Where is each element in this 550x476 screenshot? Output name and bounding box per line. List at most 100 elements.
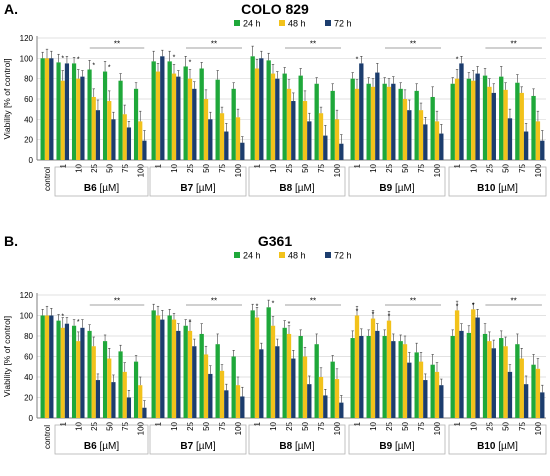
- y-axis-label: Viability [% of control]: [2, 316, 12, 397]
- legend-label: 24 h: [243, 251, 261, 261]
- x-tick-label: control: [43, 167, 52, 191]
- bar: [503, 346, 508, 418]
- bar: [366, 336, 371, 418]
- bar: [298, 336, 303, 418]
- y-tick-label: 40: [24, 115, 33, 124]
- x-tick-label: 25: [186, 163, 195, 172]
- bar: [414, 352, 419, 418]
- star-mark: *: [61, 55, 64, 62]
- x-tick-label: 1: [353, 163, 362, 168]
- bar: [151, 61, 156, 160]
- bar: [56, 320, 61, 419]
- star-mark: *: [173, 54, 176, 61]
- group-unit: [µM]: [292, 441, 315, 452]
- legend-label: 72 h: [334, 251, 352, 261]
- x-tick-label: 100: [333, 163, 342, 177]
- bar: [366, 83, 371, 160]
- bar: [386, 86, 392, 160]
- significance-label: **: [114, 297, 120, 306]
- bar: [298, 75, 303, 160]
- x-tick-label: 75: [121, 163, 130, 172]
- x-tick-label: 10: [269, 163, 278, 172]
- star-mark: *: [189, 59, 192, 66]
- x-tick-label: 1: [253, 421, 262, 426]
- bar: [138, 385, 143, 418]
- bar: [215, 344, 220, 418]
- y-tick-label: 40: [24, 373, 33, 382]
- bar: [118, 80, 123, 160]
- bar: [122, 371, 127, 419]
- bar: [176, 76, 181, 160]
- bar: [199, 333, 204, 418]
- group-box: [348, 424, 446, 455]
- group-label: B10 [µM]: [477, 441, 518, 452]
- bar: [250, 56, 255, 160]
- bar: [102, 341, 108, 419]
- bar: [224, 131, 229, 160]
- x-tick-label: control: [43, 425, 52, 449]
- legend-label: 48 h: [288, 251, 306, 261]
- x-tick-label: 75: [121, 421, 130, 430]
- bar: [160, 319, 165, 418]
- bar: [231, 88, 236, 160]
- group-box: [448, 424, 547, 455]
- bar: [176, 330, 181, 419]
- group-label: B10 [µM]: [477, 183, 518, 194]
- bar: [167, 61, 172, 160]
- bar: [459, 63, 464, 160]
- bar: [224, 390, 229, 418]
- bar: [487, 86, 492, 160]
- bar: [208, 373, 213, 418]
- group-name: B9: [379, 183, 392, 194]
- group-name: B9: [379, 441, 392, 452]
- bar: [471, 80, 476, 160]
- group-unit: [µM]: [97, 183, 120, 194]
- group-label: B9 [µM]: [379, 441, 414, 452]
- bar: [519, 358, 524, 418]
- bar: [507, 118, 513, 160]
- group-box: [54, 166, 149, 197]
- x-tick-label: 50: [301, 163, 310, 172]
- significance-label: **: [114, 40, 120, 49]
- star-mark: *: [92, 63, 95, 70]
- y-tick-label: 60: [24, 95, 33, 104]
- bar: [282, 327, 287, 418]
- y-axis-label: Viability [% of control]: [2, 58, 12, 139]
- bar: [330, 90, 335, 160]
- y-tick-label: 80: [24, 75, 33, 84]
- bar: [151, 310, 156, 419]
- group-unit: [µM]: [292, 183, 315, 194]
- bar: [187, 78, 193, 160]
- legend-label: 72 h: [334, 19, 352, 29]
- bar: [330, 361, 335, 419]
- star-mark: *: [456, 303, 459, 310]
- legend-swatch: [234, 20, 240, 26]
- bar: [475, 73, 480, 160]
- bar: [359, 63, 364, 160]
- bar: [302, 356, 308, 418]
- x-tick-label: 50: [105, 421, 114, 430]
- bar: [482, 333, 488, 418]
- x-tick-label: 25: [385, 421, 394, 430]
- x-tick-label: 10: [269, 421, 278, 430]
- bar: [76, 78, 81, 160]
- group-box: [54, 424, 149, 455]
- bar: [235, 385, 241, 418]
- bar: [44, 58, 50, 160]
- x-tick-label: 50: [502, 163, 511, 172]
- group-name: B7: [180, 183, 193, 194]
- group-box: [149, 166, 247, 197]
- group-name: B10: [477, 183, 496, 194]
- significance-label: **: [310, 40, 316, 49]
- y-tick-label: 100: [20, 312, 34, 321]
- bar: [302, 101, 308, 160]
- group-label: B6 [µM]: [84, 183, 119, 194]
- significance-label: **: [511, 40, 517, 49]
- bar: [183, 66, 188, 160]
- bar: [40, 315, 45, 418]
- bar: [102, 71, 108, 160]
- bar: [203, 354, 209, 418]
- bar: [491, 348, 496, 418]
- bar: [430, 96, 435, 160]
